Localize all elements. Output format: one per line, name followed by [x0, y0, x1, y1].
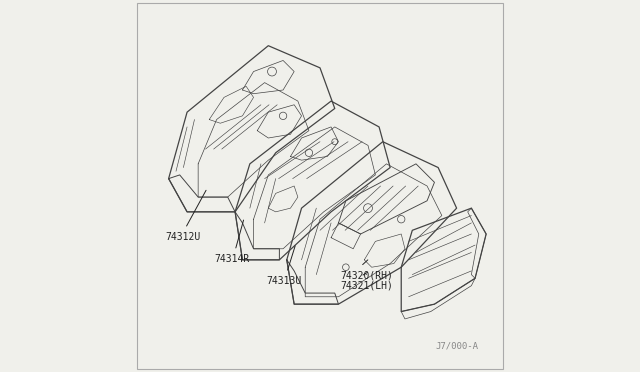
- Text: 74313U: 74313U: [266, 276, 301, 286]
- Text: 74312U: 74312U: [165, 232, 200, 242]
- Text: 74314R: 74314R: [215, 254, 250, 264]
- Text: J7/000-A: J7/000-A: [436, 341, 479, 350]
- Text: 74321(LH): 74321(LH): [340, 280, 393, 290]
- Text: 74320(RH): 74320(RH): [340, 270, 393, 280]
